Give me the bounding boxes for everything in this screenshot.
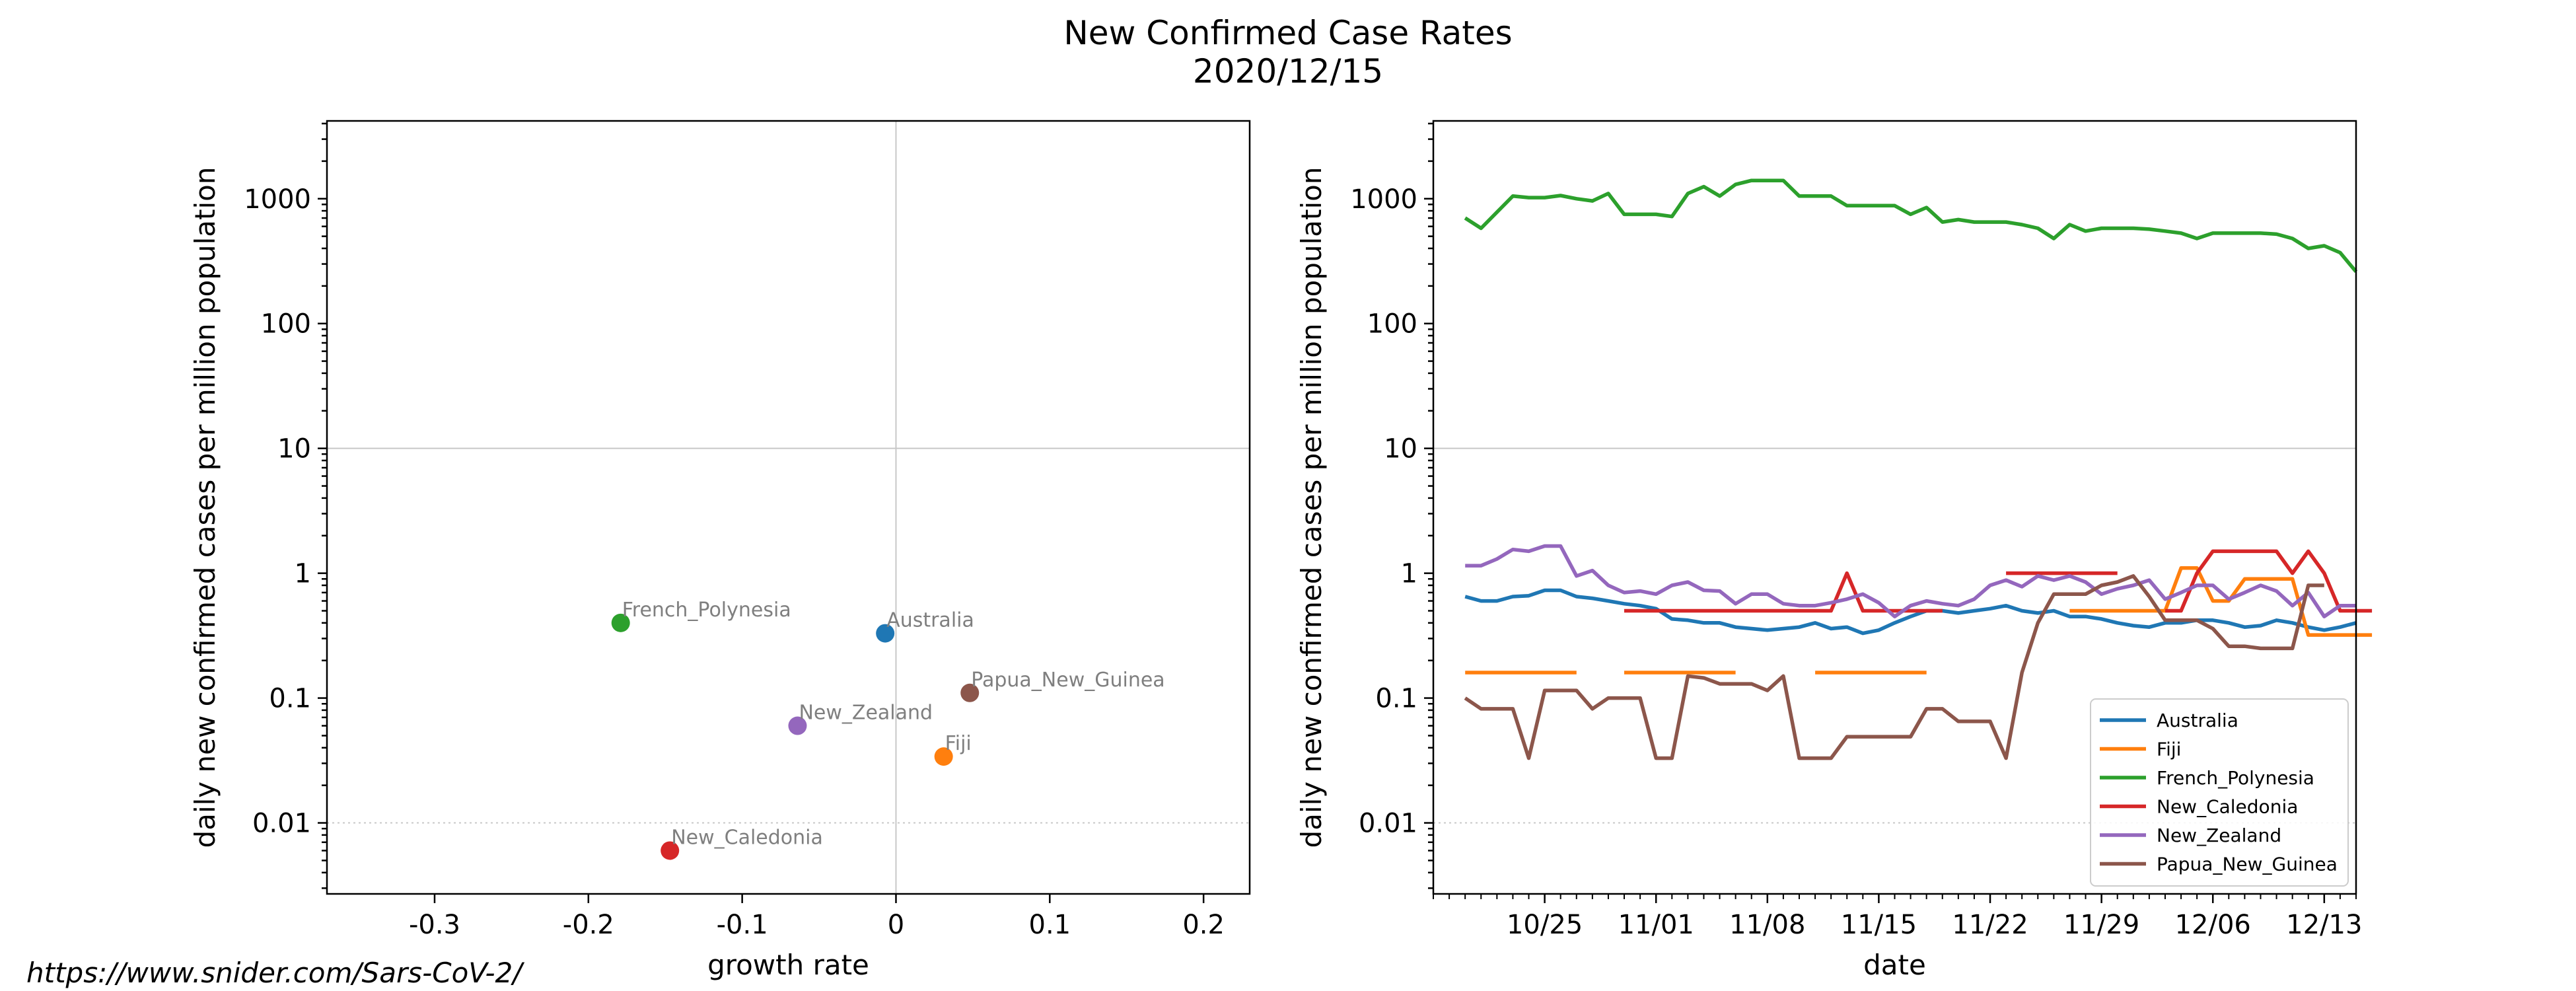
point-label: Australia [886, 609, 974, 632]
scatter-panel: -0.3 -0.2 -0.1 0 0.1 0.2 growth rate 0.01 0.1 1 10… [189, 120, 1251, 981]
y-tick-label: 1 [295, 559, 311, 589]
point-label: New_Caledonia [671, 826, 823, 849]
legend-label: New_Caledonia [2157, 796, 2298, 818]
x-tick-label: 11/29 [2063, 910, 2139, 940]
y-tick-label: 0.1 [269, 684, 311, 714]
x-tick-label: -0.2 [563, 910, 614, 940]
x-axis-label: date [1863, 949, 1926, 981]
chart-title: New Confirmed Case Rates [1063, 14, 1513, 52]
y-tick-label: 10 [277, 434, 311, 464]
source-url[interactable]: https://www.snider.com/Sars-CoV-2/ [26, 957, 522, 989]
x-tick-label: -0.3 [409, 910, 460, 940]
scatter-point [788, 716, 807, 735]
scatter-point [876, 624, 895, 643]
legend-label: Fiji [2157, 739, 2181, 760]
y-tick-label: 10 [1384, 434, 1417, 464]
point-label: New_Zealand [799, 702, 933, 725]
legend: Australia Fiji French_Polynesia New_Caledon… [2090, 698, 2349, 887]
timeseries-panel: 10/25 11/01 11/08 11/15 11/22 11/29 12/06 12/13… [1295, 120, 2373, 981]
x-axis-label: growth rate [707, 949, 869, 981]
series-line [1464, 178, 2358, 274]
x-tick-label: 11/08 [1729, 910, 1805, 940]
x-tick-label: 0.1 [1029, 910, 1071, 940]
y-tick-label: 1 [1401, 559, 1417, 589]
y-tick-label: 1000 [244, 184, 311, 215]
scatter-point [661, 841, 680, 860]
plot-frame [326, 120, 1251, 895]
x-tick-label: 11/22 [1952, 910, 2028, 940]
x-tick-label: -0.1 [717, 910, 768, 940]
legend-label: New_Zealand [2157, 825, 2281, 846]
x-tick-label: 12/06 [2175, 910, 2251, 940]
legend-frame [2090, 698, 2349, 887]
x-tick-label: 0 [888, 910, 904, 940]
y-tick-label: 100 [261, 309, 311, 340]
x-tick-label: 12/13 [2286, 910, 2362, 940]
x-tick-label: 0.2 [1182, 910, 1225, 940]
y-tick-label: 0.01 [252, 809, 311, 839]
series-line [1464, 588, 2357, 636]
series-line [2165, 549, 2373, 613]
chart-subtitle: 2020/12/15 [1192, 52, 1384, 91]
y-tick-label: 1000 [1350, 184, 1417, 215]
legend-label: French_Polynesia [2157, 767, 2314, 789]
legend-label: Australia [2157, 710, 2238, 731]
point-label: French_Polynesia [622, 599, 791, 622]
x-tick-label: 10/25 [1507, 910, 1583, 940]
y-tick-label: 0.01 [1359, 809, 1417, 839]
legend-label: Papua_New_Guinea [2157, 854, 2338, 875]
x-tick-label: 11/15 [1841, 910, 1917, 940]
scatter-point [611, 613, 630, 632]
y-tick-label: 100 [1367, 309, 1417, 340]
y-tick-label: 0.1 [1375, 684, 1417, 714]
series-line [1465, 544, 2356, 618]
point-label: Papua_New_Guinea [971, 669, 1164, 692]
y-axis-label: daily new confirmed cases per million po… [1295, 167, 1328, 848]
point-label: Fiji [945, 732, 972, 755]
y-axis-label: daily new confirmed cases per million po… [189, 167, 221, 848]
scatter-point [960, 683, 980, 702]
series-line [2069, 566, 2373, 637]
x-tick-label: 11/01 [1618, 910, 1694, 940]
series-line [1464, 574, 2324, 760]
scatter-point [934, 747, 953, 766]
